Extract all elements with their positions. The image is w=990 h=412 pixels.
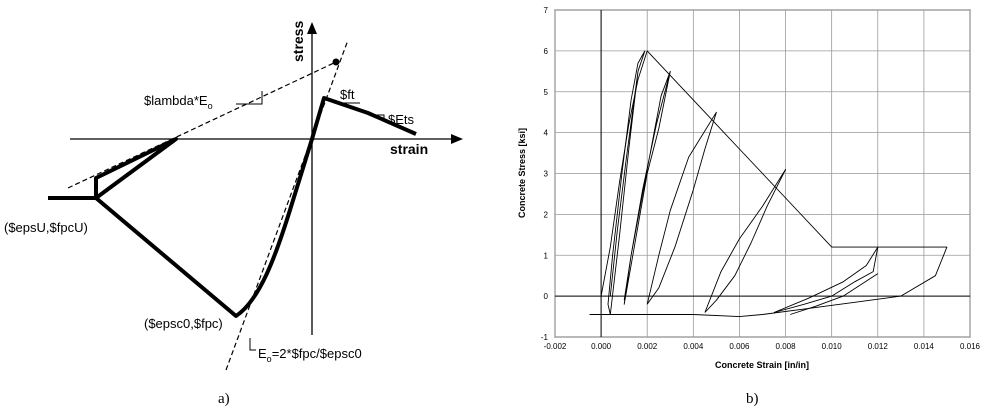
x-tick-label: 0.006 [729,342,750,351]
lambda-slope-triangle [236,91,263,105]
lambda-label: $lambda*Eo [144,93,213,111]
y-tick-labels: -1 0 1 2 3 4 5 6 7 [541,6,549,342]
e0-tangent-dashed-line [225,39,349,371]
x-tick-label: -0.002 [544,342,567,351]
ft-label: $ft [340,87,355,102]
x-tick-label: 0.008 [776,342,797,351]
series-line-3 [623,70,671,305]
x-axis-title: Concrete Strain [in/in] [715,360,809,370]
panel-b-caption: b) [746,391,759,407]
lambda-label-main: $lambda*E [144,93,208,108]
series-line-6 [773,246,879,313]
stress-axis-arrow [307,22,317,34]
y-tick-label: 7 [544,6,549,15]
e0-label-sub: o [267,354,272,364]
series-line-7 [790,273,879,315]
compression-curve [94,96,417,318]
ets-slope-triangle [370,114,385,121]
e0-label-main: E [258,346,267,361]
lambda-label-sub: o [208,101,213,111]
x-tick-label: 0.010 [822,342,843,351]
x-tick-label: 0.014 [914,342,935,351]
series-line-2 [607,50,646,315]
panel-b: -0.002 0.000 0.002 0.004 0.006 0.008 0.010 0.01… [517,6,981,407]
x-tick-label: 0.000 [591,342,612,351]
epsc0-label: ($epsc0,$fpc) [144,316,223,331]
panel-a-caption: a) [218,391,230,407]
e0-slope-triangle [249,338,256,351]
y-tick-label: 1 [544,251,549,260]
series-line-5 [704,168,787,313]
constitutive-curve [48,137,178,200]
y-tick-label: -1 [541,333,549,342]
e0-label-rest: =2*$fpc/$epsc0 [272,346,362,361]
epsu-label: ($epsU,$fpcU) [4,220,88,235]
x-tick-labels: -0.002 0.000 0.002 0.004 0.006 0.008 0.010 0.01… [544,342,981,351]
x-tick-label: 0.002 [637,342,658,351]
x-tick-label: 0.004 [683,342,704,351]
e0-label: Eo=2*$fpc/$epsc0 [258,346,362,364]
y-tick-label: 5 [544,88,549,97]
series-line-1 [589,50,948,318]
x-tick-label: 0.016 [960,342,981,351]
panel-a: stress strain $lambda*Eo $ft $Ets ($epsU… [4,21,463,407]
series-line-4 [646,111,717,305]
y-tick-label: 0 [544,292,549,301]
ets-label: $Ets [388,112,415,127]
strain-axis-label: strain [390,141,428,157]
y-tick-label: 3 [544,170,549,179]
y-tick-label: 2 [544,210,549,219]
strain-axis-arrow [451,134,463,144]
lambda-e0-dashed-line [67,61,337,189]
y-axis-title: Concrete Stress [ksi] [517,128,527,218]
y-tick-label: 4 [544,129,549,138]
series-group [589,50,948,318]
stress-axis-label: stress [290,21,306,62]
x-tick-label: 0.012 [868,342,889,351]
tangent-end-dot [332,58,340,66]
y-tick-label: 6 [544,47,549,56]
